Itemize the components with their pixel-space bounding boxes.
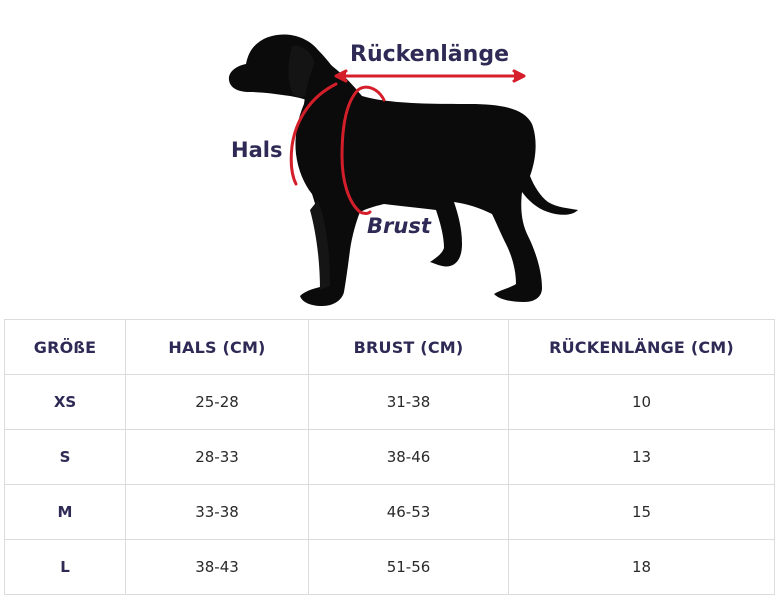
cell-neck: 28-33 xyxy=(125,429,309,485)
cell-size: XS xyxy=(4,374,126,430)
back-length-arrowhead-left xyxy=(334,69,348,83)
back-length-arrowhead-right xyxy=(512,69,526,83)
cell-back-length: 10 xyxy=(508,374,775,430)
header-neck-cm: HALS (CM) xyxy=(125,319,309,375)
table-header-row: GRÖßE HALS (CM) BRUST (CM) RÜCKENLÄNGE (… xyxy=(4,319,775,375)
header-back-length-cm: RÜCKENLÄNGE (CM) xyxy=(508,319,775,375)
cell-back-length: 18 xyxy=(508,539,775,595)
measurement-lines xyxy=(289,69,526,215)
cell-chest: 31-38 xyxy=(308,374,509,430)
size-chart-table: GRÖßE HALS (CM) BRUST (CM) RÜCKENLÄNGE (… xyxy=(4,319,775,595)
dog-silhouette-illustration xyxy=(228,34,578,306)
chest-label: Brust xyxy=(367,214,431,238)
cell-size: L xyxy=(4,539,126,595)
table-row: L 38-43 51-56 18 xyxy=(4,539,775,595)
header-chest-cm: BRUST (CM) xyxy=(308,319,509,375)
cell-back-length: 13 xyxy=(508,429,775,485)
table-row: XS 25-28 31-38 10 xyxy=(4,374,775,430)
cell-neck: 33-38 xyxy=(125,484,309,540)
chest-measure-loop xyxy=(340,85,386,215)
cell-size: S xyxy=(4,429,126,485)
dog-silhouette xyxy=(228,34,578,306)
cell-back-length: 15 xyxy=(508,484,775,540)
dog-measurement-diagram: Rückenlänge Hals Brust xyxy=(228,34,578,306)
table-row: S 28-33 38-46 13 xyxy=(4,429,775,485)
header-size: GRÖßE xyxy=(4,319,126,375)
cell-chest: 38-46 xyxy=(308,429,509,485)
neck-measure-loop xyxy=(289,82,338,186)
cell-chest: 46-53 xyxy=(308,484,509,540)
cell-neck: 38-43 xyxy=(125,539,309,595)
cell-size: M xyxy=(4,484,126,540)
cell-neck: 25-28 xyxy=(125,374,309,430)
table-row: M 33-38 46-53 15 xyxy=(4,484,775,540)
neck-label: Hals xyxy=(231,138,283,162)
back-length-label: Rückenlänge xyxy=(350,42,509,67)
cell-chest: 51-56 xyxy=(308,539,509,595)
